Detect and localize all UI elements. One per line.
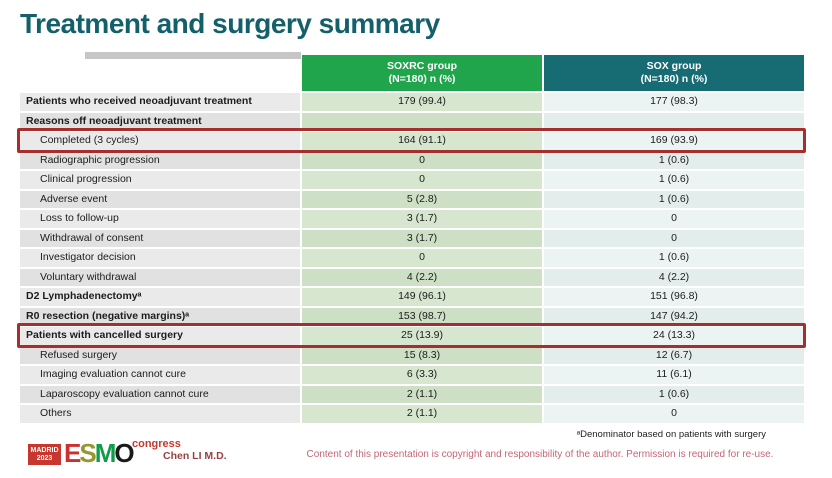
- soxrc-value: 153 (98.7): [302, 307, 542, 325]
- row-label: R0 resection (negative margins)ᵃ: [20, 307, 300, 325]
- row-label: Imaging evaluation cannot cure: [20, 366, 300, 384]
- sox-value: 151 (96.8): [544, 288, 804, 306]
- esmo-letter: E: [64, 438, 81, 468]
- row-label: Voluntary withdrawal: [20, 268, 300, 286]
- soxrc-value: 0: [302, 171, 542, 189]
- soxrc-value: 2 (1.1): [302, 405, 542, 423]
- sox-value: 0: [544, 405, 804, 423]
- sox-value: 1 (0.6): [544, 171, 804, 189]
- sox-value: 0: [544, 229, 804, 247]
- madrid-2023-badge: MADRID 2023: [28, 444, 61, 465]
- soxrc-value: [302, 112, 542, 130]
- logo-year: 2023: [36, 454, 53, 462]
- esmo-wordmark: ESMO: [64, 438, 135, 469]
- row-label: Radiographic progression: [20, 151, 300, 169]
- soxrc-value: 149 (96.1): [302, 288, 542, 306]
- soxrc-value: 179 (99.4): [302, 93, 542, 111]
- soxrc-group-label: SOXRC group: [387, 60, 457, 72]
- esmo-letter: M: [94, 438, 117, 468]
- sox-value: 147 (94.2): [544, 307, 804, 325]
- sox-group-sublabel: (N=180) n (%): [640, 73, 708, 85]
- header-spacer-cell: [20, 55, 300, 91]
- row-label: Laparoscopy evaluation cannot cure: [20, 385, 300, 403]
- table-footnote: ᵃDenominator based on patients with surg…: [576, 429, 766, 440]
- logo-city: MADRID: [30, 446, 59, 454]
- row-label: D2 Lymphadenectomyᵃ: [20, 288, 300, 306]
- row-label: Investigator decision: [20, 249, 300, 267]
- congress-label: congress: [132, 438, 181, 450]
- copyright-notice: Content of this presentation is copyrigh…: [306, 449, 774, 460]
- sox-value: 1 (0.6): [544, 385, 804, 403]
- soxrc-value: 4 (2.2): [302, 268, 542, 286]
- author-name: Chen LI M.D.: [163, 450, 227, 462]
- esmo-letter: O: [114, 438, 134, 468]
- soxrc-value: 6 (3.3): [302, 366, 542, 384]
- sox-value: 1 (0.6): [544, 249, 804, 267]
- sox-value: 169 (93.9): [544, 132, 804, 150]
- header-sox-group: SOX group (N=180) n (%): [544, 55, 804, 91]
- title-underline: [85, 52, 301, 59]
- soxrc-value: 0: [302, 249, 542, 267]
- esmo-letter: S: [79, 438, 96, 468]
- sox-group-label: SOX group: [646, 60, 702, 72]
- row-label: Adverse event: [20, 190, 300, 208]
- soxrc-value: 3 (1.7): [302, 229, 542, 247]
- sox-value: [544, 112, 804, 130]
- sox-value: 11 (6.1): [544, 366, 804, 384]
- soxrc-value: 0: [302, 151, 542, 169]
- header-soxrc-group: SOXRC group (N=180) n (%): [302, 55, 542, 91]
- sox-value: 177 (98.3): [544, 93, 804, 111]
- sox-value: 24 (13.3): [544, 327, 804, 345]
- row-label: Reasons off neoadjuvant treatment: [20, 112, 300, 130]
- soxrc-value: 164 (91.1): [302, 132, 542, 150]
- row-label: Withdrawal of consent: [20, 229, 300, 247]
- page-title: Treatment and surgery summary: [20, 8, 440, 39]
- soxrc-value: 5 (2.8): [302, 190, 542, 208]
- row-label: Refused surgery: [20, 346, 300, 364]
- row-label: Patients with cancelled surgery: [20, 327, 300, 345]
- summary-table: SOXRC group (N=180) n (%) SOX group (N=1…: [20, 55, 804, 423]
- soxrc-group-sublabel: (N=180) n (%): [388, 73, 456, 85]
- row-label: Loss to follow-up: [20, 210, 300, 228]
- soxrc-value: 25 (13.9): [302, 327, 542, 345]
- row-label: Others: [20, 405, 300, 423]
- sox-value: 0: [544, 210, 804, 228]
- sox-value: 1 (0.6): [544, 151, 804, 169]
- sox-value: 12 (6.7): [544, 346, 804, 364]
- sox-value: 1 (0.6): [544, 190, 804, 208]
- row-label: Clinical progression: [20, 171, 300, 189]
- soxrc-value: 3 (1.7): [302, 210, 542, 228]
- soxrc-value: 15 (8.3): [302, 346, 542, 364]
- sox-value: 4 (2.2): [544, 268, 804, 286]
- row-label: Completed (3 cycles): [20, 132, 300, 150]
- soxrc-value: 2 (1.1): [302, 385, 542, 403]
- row-label: Patients who received neoadjuvant treatm…: [20, 93, 300, 111]
